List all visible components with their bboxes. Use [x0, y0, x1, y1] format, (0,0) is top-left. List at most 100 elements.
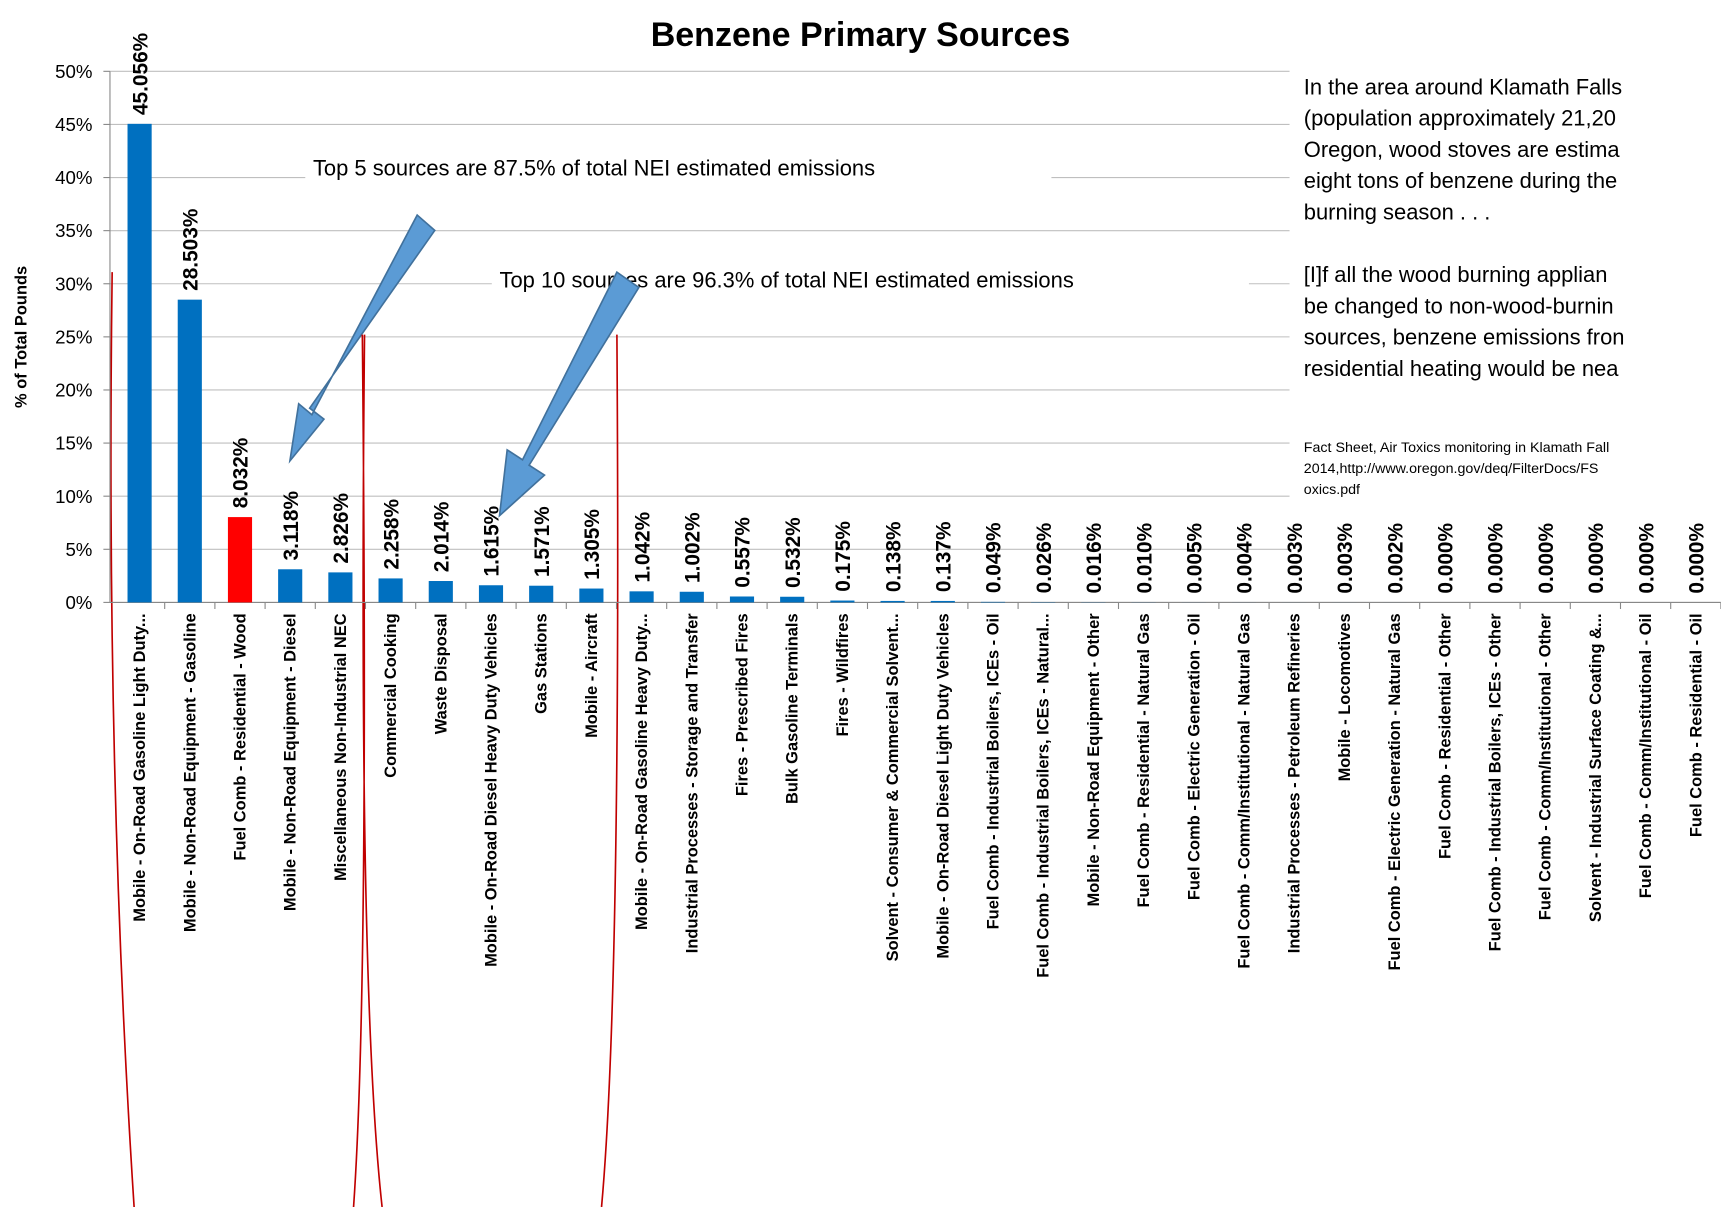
value-label: 1.042% [631, 512, 654, 583]
x-tick-label: Mobile - On-Road Gasoline Light Duty... [131, 613, 149, 921]
value-label: 0.003% [1284, 523, 1307, 594]
y-tick-label: 25% [55, 326, 92, 347]
x-tick-label: Mobile - Locomotives [1336, 613, 1354, 781]
value-label: 45.056% [129, 33, 152, 115]
value-label: 0.004% [1234, 523, 1257, 594]
value-label: 0.000% [1635, 523, 1658, 594]
x-tick-label: Mobile - On-Road Gasoline Heavy Duty... [633, 613, 651, 930]
bar [478, 585, 504, 603]
y-tick-label: 35% [55, 220, 92, 241]
bar [529, 585, 554, 603]
value-label: 2.258% [380, 499, 403, 570]
x-tick-label: Mobile - Non-Road Equipment - Gasoline [181, 613, 199, 932]
bar [127, 123, 152, 603]
value-label: 0.002% [1384, 523, 1407, 594]
x-tick-label: Industrial Processes - Petroleum Refiner… [1286, 613, 1304, 953]
citation-line: oxics.pdf [1304, 482, 1360, 498]
quote-line: residential heating would be nea [1304, 356, 1619, 381]
y-axis-title: % of Total Pounds [13, 266, 31, 408]
quote-line: sources, benzene emissions fron [1304, 325, 1625, 350]
citation-line: Fact Sheet, Air Toxics monitoring in Kla… [1304, 440, 1609, 456]
x-tick-label: Fuel Comb - Comm/Institutional - Other [1537, 613, 1555, 920]
side-text: In the area around Klamath Falls (populat… [1304, 74, 1625, 497]
bar [428, 581, 453, 603]
value-label: 0.137% [932, 522, 955, 593]
x-tick-label: Fuel Comb - Electric Generation - Natura… [1386, 613, 1404, 970]
bar [679, 591, 704, 603]
x-tick-label: Mobile - Aircraft [583, 613, 601, 738]
value-label: 0.557% [732, 517, 755, 588]
bar [880, 600, 905, 603]
y-tick-label: 30% [55, 273, 92, 294]
bracket [110, 272, 135, 1207]
value-label: 0.026% [1033, 523, 1056, 594]
value-label: 0.000% [1485, 523, 1508, 594]
x-tick-label: Fires - Wildfires [834, 613, 852, 736]
value-label: 0.532% [782, 517, 805, 588]
bar [328, 572, 353, 603]
annotation-bg [305, 149, 1052, 187]
x-tick-label: Gas Stations [533, 613, 551, 713]
x-tick-label: Mobile - On-Road Diesel Light Duty Vehic… [934, 613, 952, 958]
x-tick-label: Mobile - On-Road Diesel Heavy Duty Vehic… [482, 613, 500, 967]
value-label: 2.826% [330, 493, 353, 564]
annotation: Top 10 sources are 96.3% of total NEI es… [499, 267, 1073, 292]
bar [227, 517, 253, 603]
bracket [352, 334, 383, 1207]
value-label: 8.032% [230, 438, 253, 509]
value-label: 28.503% [179, 209, 202, 291]
value-label: 0.049% [983, 522, 1006, 593]
bar [830, 600, 855, 603]
quote-line: eight tons of benzene during the [1304, 168, 1617, 193]
bar [177, 299, 202, 603]
value-label: 0.003% [1334, 523, 1357, 594]
bar [980, 601, 1006, 603]
x-tick-label: Waste Disposal [432, 613, 450, 734]
bar [278, 569, 303, 603]
x-tick-label: Fuel Comb - Residential - Natural Gas [1135, 613, 1153, 907]
value-label: 3.118% [280, 491, 303, 561]
value-label: 0.000% [1685, 523, 1708, 594]
annotation: Top 5 sources are 87.5% of total NEI est… [313, 156, 875, 181]
x-tick-label: Miscellaneous Non-Industrial NEC [332, 613, 350, 881]
value-label: 0.005% [1183, 523, 1206, 594]
x-tick-label: Fuel Comb - Comm/Institutional - Natural… [1235, 613, 1253, 968]
x-tick-label: Fuel Comb - Comm/Institutional - Oil [1637, 613, 1655, 898]
value-label: 0.000% [1434, 523, 1457, 594]
citation-line: 2014,http://www.oregon.gov/deq/FilterDoc… [1304, 461, 1599, 477]
value-label: 0.000% [1585, 523, 1608, 594]
value-label: 1.615% [481, 506, 504, 577]
arrow [288, 213, 436, 464]
chart-title: Benzene Primary Sources [651, 16, 1071, 54]
y-tick-label: 10% [55, 486, 92, 507]
arrow [498, 270, 640, 518]
y-tick-label: 50% [55, 61, 92, 82]
side-bg [1289, 63, 1721, 580]
x-tick-label: Solvent - Industrial Surface Coating &..… [1587, 613, 1605, 922]
x-tick-label: Mobile - Non-Road Equipment - Diesel [282, 613, 300, 911]
bar [780, 596, 805, 603]
y-tick-label: 0% [65, 592, 92, 613]
bar [729, 596, 755, 603]
value-label: 0.010% [1133, 523, 1156, 594]
x-tick-label: Bulk Gasoline Terminals [784, 613, 802, 804]
y-tick-label: 5% [65, 539, 92, 560]
value-label: 0.138% [882, 522, 905, 593]
quote-line: burning season . . . [1304, 199, 1491, 224]
x-tick-label: Commercial Cooking [382, 613, 400, 777]
bar [378, 578, 403, 603]
x-tick-label: Fuel Comb - Industrial Boilers, ICEs - O… [984, 613, 1002, 929]
quote-line: Oregon, wood stoves are estima [1304, 137, 1621, 162]
value-label: 0.175% [832, 521, 855, 592]
value-label: 0.016% [1083, 523, 1106, 594]
quote-line: (population approximately 21,20 [1304, 106, 1616, 131]
quote-line: [I]f all the wood burning applian [1304, 262, 1608, 287]
y-tick-label: 15% [55, 433, 92, 454]
y-tick-label: 45% [55, 114, 92, 135]
bracket [600, 334, 619, 1207]
bar [629, 591, 654, 603]
bar [930, 600, 955, 603]
quote-line: In the area around Klamath Falls [1304, 74, 1622, 99]
x-tick-label: Fuel Comb - Residential - Oil [1687, 613, 1705, 837]
